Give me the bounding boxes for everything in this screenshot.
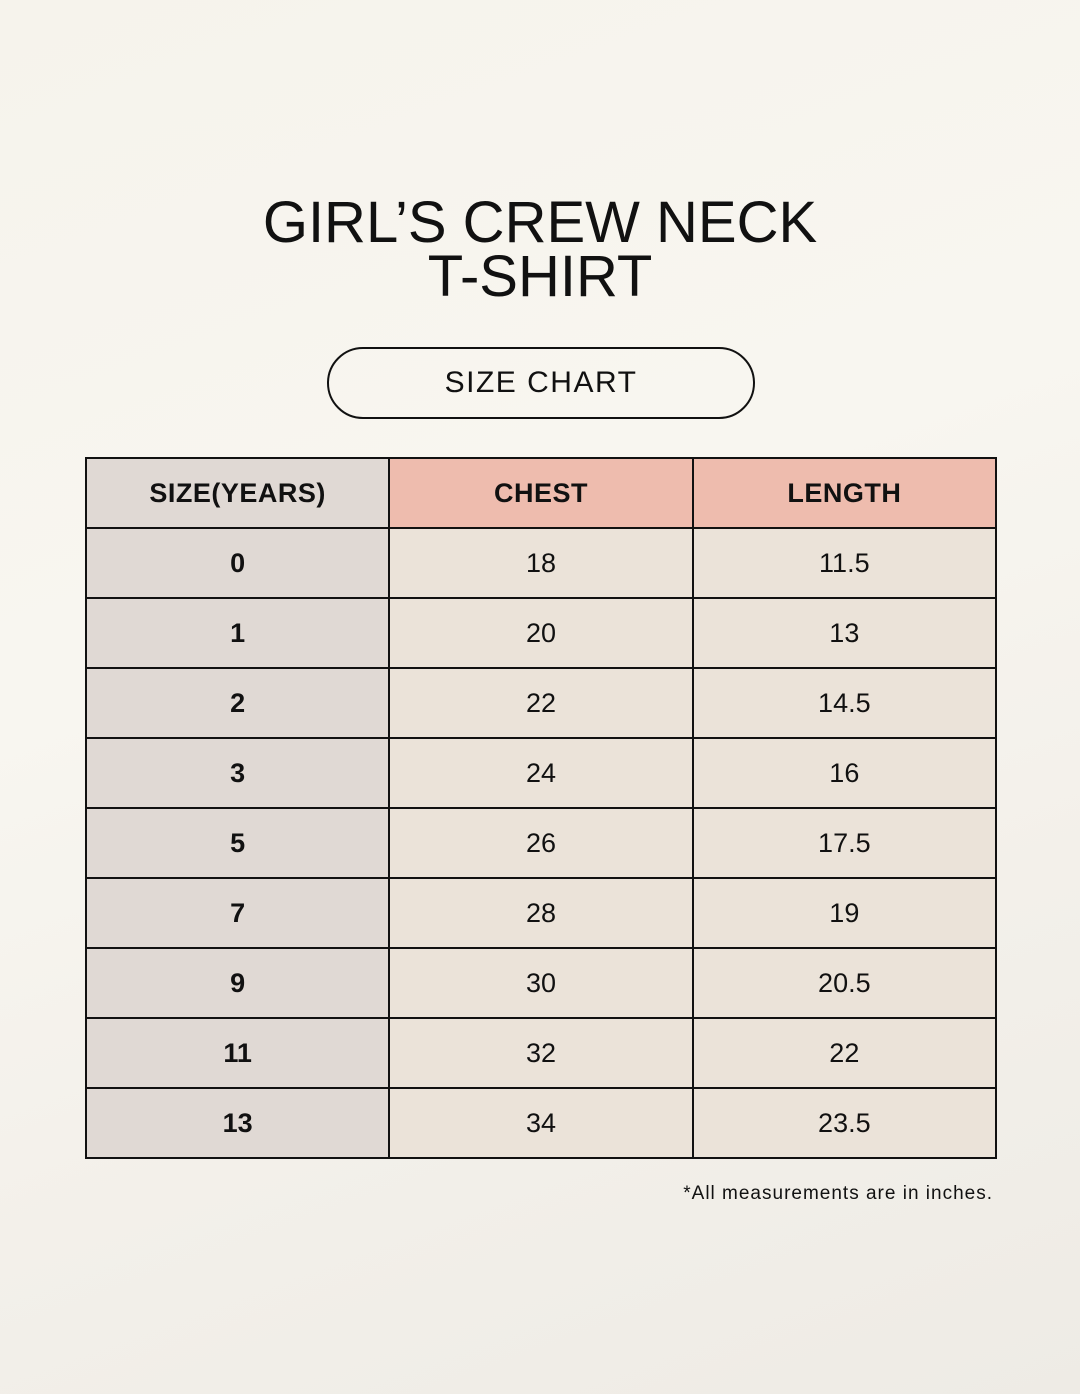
- table-row: 1 20 13: [84, 597, 998, 669]
- length-cell: 22: [691, 1017, 998, 1089]
- length-cell: 19: [691, 877, 998, 949]
- size-cell: 1: [84, 597, 391, 669]
- table-row: 13 34 23.5: [84, 1087, 998, 1159]
- length-cell: 13: [691, 597, 998, 669]
- table-row: 9 30 20.5: [84, 947, 998, 1019]
- table-row: 2 22 14.5: [84, 667, 998, 739]
- length-cell: 20.5: [691, 947, 998, 1019]
- length-cell: 17.5: [691, 807, 998, 879]
- page-title: GIRL’S CREW NECK T-SHIRT: [0, 190, 1080, 309]
- table-header-row: SIZE(YEARS) CHEST LENGTH: [84, 457, 998, 529]
- chest-cell: 18: [388, 527, 694, 599]
- measurement-note: *All measurements are in inches.: [683, 1183, 993, 1204]
- chest-cell: 26: [388, 807, 694, 879]
- column-header: SIZE(YEARS): [84, 457, 391, 529]
- chest-cell: 24: [388, 737, 694, 809]
- title-line-1: GIRL’S CREW NECK: [262, 190, 818, 255]
- table-row: 3 24 16: [84, 737, 998, 809]
- size-cell: 0: [84, 527, 391, 599]
- length-cell: 23.5: [691, 1087, 998, 1159]
- column-header: CHEST: [388, 457, 694, 529]
- table-row: 0 18 11.5: [84, 527, 998, 599]
- size-cell: 5: [84, 807, 391, 879]
- table-row: 11 32 22: [84, 1017, 998, 1089]
- size-cell: 11: [84, 1017, 391, 1089]
- size-cell: 3: [84, 737, 391, 809]
- chest-cell: 34: [388, 1087, 694, 1159]
- size-chart-label: SIZE CHART: [327, 347, 755, 419]
- size-cell: 9: [84, 947, 391, 1019]
- chest-cell: 30: [388, 947, 694, 1019]
- size-cell: 7: [84, 877, 391, 949]
- chest-cell: 32: [388, 1017, 694, 1089]
- table-row: 7 28 19: [84, 877, 998, 949]
- size-cell: 2: [84, 667, 391, 739]
- length-cell: 16: [691, 737, 998, 809]
- chest-cell: 22: [388, 667, 694, 739]
- table-row: 5 26 17.5: [84, 807, 998, 879]
- length-cell: 14.5: [691, 667, 998, 739]
- column-header: LENGTH: [691, 457, 998, 529]
- chest-cell: 28: [388, 877, 694, 949]
- length-cell: 11.5: [691, 527, 998, 599]
- chest-cell: 20: [388, 597, 694, 669]
- size-table: SIZE(YEARS) CHEST LENGTH 0 18 11.5 1 20 13 2 22 14…: [84, 457, 998, 1159]
- size-cell: 13: [84, 1087, 391, 1159]
- title-line-2: T-SHIRT: [427, 244, 653, 309]
